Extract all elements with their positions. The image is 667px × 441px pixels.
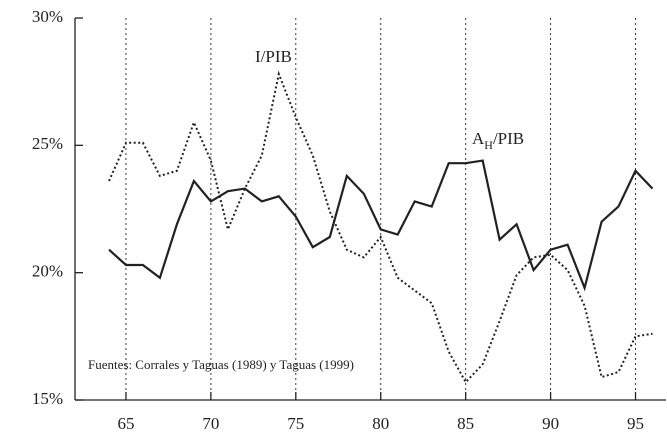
x-tick-label: 70 (202, 414, 219, 433)
x-tick-label: 90 (542, 414, 559, 433)
y-tick-label: 25% (32, 134, 63, 153)
y-tick-label: 30% (32, 7, 63, 26)
x-tick-label: 85 (457, 414, 474, 433)
series-line (108, 159, 654, 292)
x-tick-label: 80 (372, 414, 389, 433)
series-label: I/PIB (255, 47, 292, 66)
series-line (108, 70, 653, 384)
x-tick-label: 75 (287, 414, 304, 433)
series-label: AH/PIB (472, 129, 524, 152)
x-tick-label: 95 (627, 414, 644, 433)
x-tick-label: 65 (117, 414, 134, 433)
y-tick-label: 15% (32, 389, 63, 408)
label-part: A (472, 129, 485, 148)
source-note: Fuentes: Corrales y Taguas (1989) y Tagu… (88, 357, 354, 372)
label-sub: H (484, 138, 493, 152)
y-tick-label: 20% (32, 262, 63, 281)
label-part: /PIB (493, 129, 524, 148)
